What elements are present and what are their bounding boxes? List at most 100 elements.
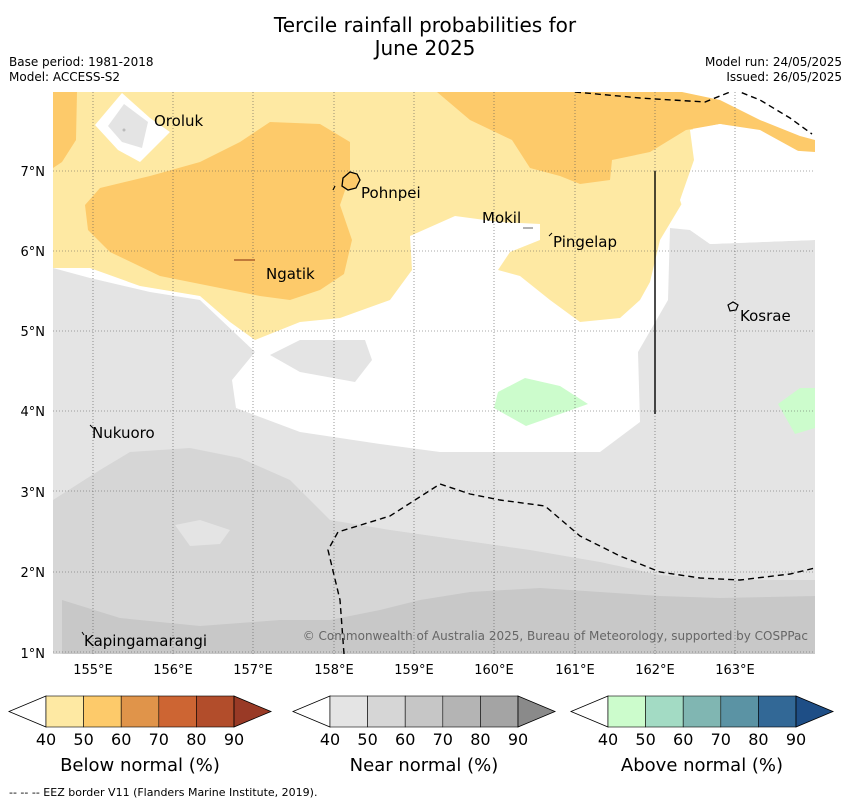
near-normal-pocket-1	[175, 520, 230, 546]
kosrae-island	[727, 301, 739, 312]
above-swatch-2	[682, 695, 722, 728]
below-tick-label: 80	[186, 730, 206, 749]
below-over-triangle	[233, 695, 273, 728]
above-over-triangle	[795, 695, 835, 728]
colorbar-above-normal: 40 50 60 70 80 90	[569, 695, 835, 749]
near-over-triangle	[517, 695, 557, 728]
near-tick-label: 50	[357, 730, 377, 749]
above-tick-label: 90	[786, 730, 806, 749]
near-swatch-3	[442, 695, 481, 728]
lon-label-156e: 156°E	[153, 663, 193, 678]
below-tick-label: 90	[224, 730, 244, 749]
near-tick-label: 80	[470, 730, 490, 749]
below-tick-label: 70	[149, 730, 169, 749]
below-normal-50-center	[85, 122, 352, 300]
eez-border-north	[574, 92, 813, 135]
lon-label-159e: 159°E	[394, 663, 434, 678]
above-tick-label: 80	[748, 730, 768, 749]
lat-label-3n: 3°N	[21, 486, 46, 501]
lon-label-163e: 163°E	[715, 663, 755, 678]
label-kapingamarangi: Kapingamarangi	[84, 632, 207, 650]
model-name: Model: ACCESS-S2	[9, 70, 121, 84]
above-tick-label: 60	[673, 730, 693, 749]
title-line-2: June 2025	[374, 36, 476, 60]
near-normal-oroluk	[108, 104, 148, 148]
label-kosrae: Kosrae	[740, 307, 791, 325]
near-tick-label: 60	[395, 730, 415, 749]
lat-label-7n: 7°N	[21, 165, 46, 180]
above-under-triangle	[569, 695, 609, 728]
above-tick-label: 50	[635, 730, 655, 749]
above-normal-region-2	[778, 388, 815, 434]
pohnpei-island	[341, 171, 361, 191]
eez-footnote: -- -- -- EEZ border V11 (Flanders Marine…	[9, 786, 318, 799]
above-swatch-4	[758, 695, 797, 728]
above-tick-label: 40	[598, 730, 618, 749]
legend-title-below: Below normal (%)	[60, 755, 220, 776]
above-swatch-1	[645, 695, 684, 728]
lon-label-161e: 161°E	[555, 663, 595, 678]
lon-label-160e: 160°E	[474, 663, 514, 678]
kapingamarangi-atoll	[81, 631, 85, 636]
label-pingelap: Pingelap	[553, 233, 617, 251]
label-mokil: Mokil	[482, 209, 521, 227]
legend-title-near: Near normal (%)	[349, 755, 499, 776]
near-normal-60-region	[62, 588, 815, 654]
pohnpei-reef	[332, 185, 336, 191]
lon-label-157e: 157°E	[233, 663, 273, 678]
oroluk-atoll	[122, 128, 126, 132]
below-tick-label: 50	[73, 730, 93, 749]
above-swatch-3	[720, 695, 759, 728]
lat-label-1n: 1°N	[21, 647, 46, 662]
below-under-triangle	[7, 695, 47, 728]
legend-title-above: Above normal (%)	[620, 755, 784, 776]
map-title: Tercile rainfall probabilities for June …	[0, 14, 850, 60]
below-tick-label: 60	[111, 730, 131, 749]
below-tick-label: 40	[36, 730, 56, 749]
lon-label-155e: 155°E	[73, 663, 113, 678]
issued-date: Issued: 26/05/2025	[726, 70, 842, 84]
eez-border-south	[327, 483, 815, 654]
below-normal-50-region	[53, 92, 77, 168]
near-swatch-4	[480, 695, 519, 728]
below-swatch-4	[196, 695, 235, 728]
above-tick-label: 70	[711, 730, 731, 749]
below-swatch-1	[83, 695, 122, 728]
below-normal-50-northeast	[437, 92, 815, 184]
above-swatch-0	[607, 695, 646, 728]
above-normal-region-1	[494, 378, 588, 426]
lat-label-4n: 4°N	[21, 405, 46, 420]
below-swatch-0	[45, 695, 84, 728]
colorbar-below-normal: 40 50 60 70 80 90	[7, 695, 273, 749]
near-swatch-1	[367, 695, 406, 728]
meta-left: Base period: 1981-2018 Model: ACCESS-S2	[9, 55, 154, 85]
near-swatch-0	[329, 695, 368, 728]
meta-right: Model run: 24/05/2025 Issued: 26/05/2025	[705, 55, 842, 85]
title-line-1: Tercile rainfall probabilities for	[273, 13, 577, 37]
near-swatch-2	[404, 695, 444, 728]
near-tick-label: 40	[320, 730, 340, 749]
copyright-notice: © Commonwealth of Australia 2025, Bureau…	[303, 629, 808, 643]
model-run: Model run: 24/05/2025	[704, 55, 842, 69]
lat-label-6n: 6°N	[21, 245, 46, 260]
lat-label-2n: 2°N	[21, 566, 46, 581]
below-swatch-3	[158, 695, 197, 728]
neutral-area-east	[680, 124, 815, 244]
lon-label-158e: 158°E	[314, 663, 354, 678]
map-area: Oroluk Pohnpei Mokil Pingelap Ngatik Kos…	[53, 92, 815, 654]
near-tick-label: 90	[508, 730, 528, 749]
below-swatch-2	[120, 695, 160, 728]
near-normal-pocket-2	[270, 340, 372, 382]
lat-label-5n: 5°N	[21, 325, 46, 340]
label-ngatik: Ngatik	[266, 265, 315, 283]
colorbar-near-normal: 40 50 60 70 80 90	[291, 695, 557, 749]
near-under-triangle	[291, 695, 331, 728]
nukuoro-atoll	[89, 424, 94, 429]
gridlines	[53, 92, 815, 654]
label-nukuoro: Nukuoro	[92, 424, 155, 442]
lon-label-162e: 162°E	[635, 663, 675, 678]
pingelap-atoll	[548, 232, 553, 237]
label-pohnpei: Pohnpei	[361, 184, 421, 202]
near-tick-label: 70	[433, 730, 453, 749]
